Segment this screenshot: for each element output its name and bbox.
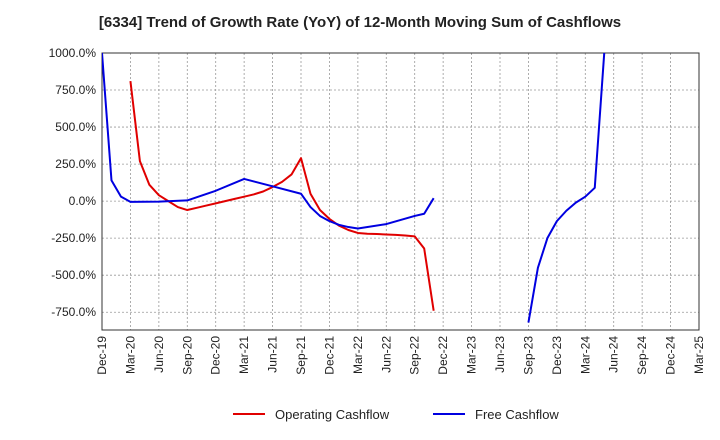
legend-label: Operating Cashflow: [275, 407, 390, 422]
x-tick-label: Mar-20: [123, 336, 137, 374]
x-tick-label: Sep-23: [521, 336, 535, 375]
x-axis-ticks: Dec-19 Mar-20 Jun-20 Sep-20 Dec-20 Mar-21 Jun-…: [95, 336, 706, 375]
x-tick-label: Jun-24: [607, 336, 621, 373]
y-tick-label: -250.0%: [51, 231, 96, 245]
y-axis-ticks: 1000.0% 750.0% 500.0% 250.0% 0.0% -250.0% -500…: [49, 46, 97, 319]
x-tick-label: Dec-22: [436, 336, 450, 375]
grid-layer: [102, 53, 699, 330]
x-tick-label: Dec-24: [664, 336, 678, 375]
plot-frame: [101, 52, 700, 331]
x-tick-label: Dec-21: [322, 336, 336, 375]
x-tick-label: Jun-20: [152, 336, 166, 373]
x-tick-label: Dec-20: [209, 336, 223, 375]
x-tick-label: Sep-20: [180, 336, 194, 375]
y-tick-label: -750.0%: [51, 305, 96, 319]
series-layer: [102, 52, 606, 323]
x-tick-label: Mar-22: [351, 336, 365, 374]
legend-label: Free Cashflow: [475, 407, 559, 422]
x-tick-label: Dec-19: [95, 336, 109, 375]
x-tick-label: Dec-23: [550, 336, 564, 375]
y-tick-label: 750.0%: [55, 83, 96, 97]
series-line-operating-cashflow: [129, 81, 435, 311]
series-line-free-cashflow: [102, 52, 606, 323]
legend: Operating Cashflow Free Cashflow: [233, 407, 559, 422]
x-tick-label: Sep-21: [294, 336, 308, 375]
x-tick-label: Mar-25: [692, 336, 706, 374]
chart-title: [6334] Trend of Growth Rate (YoY) of 12-…: [98, 14, 622, 31]
x-tick-label: Jun-22: [379, 336, 393, 373]
x-tick-label: Mar-21: [237, 336, 251, 374]
y-tick-label: 0.0%: [69, 194, 97, 208]
x-tick-label: Sep-22: [408, 336, 422, 375]
y-tick-label: 500.0%: [55, 120, 96, 134]
x-tick-label: Jun-21: [266, 336, 280, 373]
y-tick-label: 250.0%: [55, 157, 96, 171]
x-tick-label: Jun-23: [493, 336, 507, 373]
y-tick-label: -500.0%: [51, 268, 96, 282]
x-tick-label: Mar-24: [578, 336, 592, 374]
x-tick-label: Mar-23: [465, 336, 479, 374]
x-tick-label: Sep-24: [635, 336, 649, 375]
y-tick-label: 1000.0%: [49, 46, 97, 60]
